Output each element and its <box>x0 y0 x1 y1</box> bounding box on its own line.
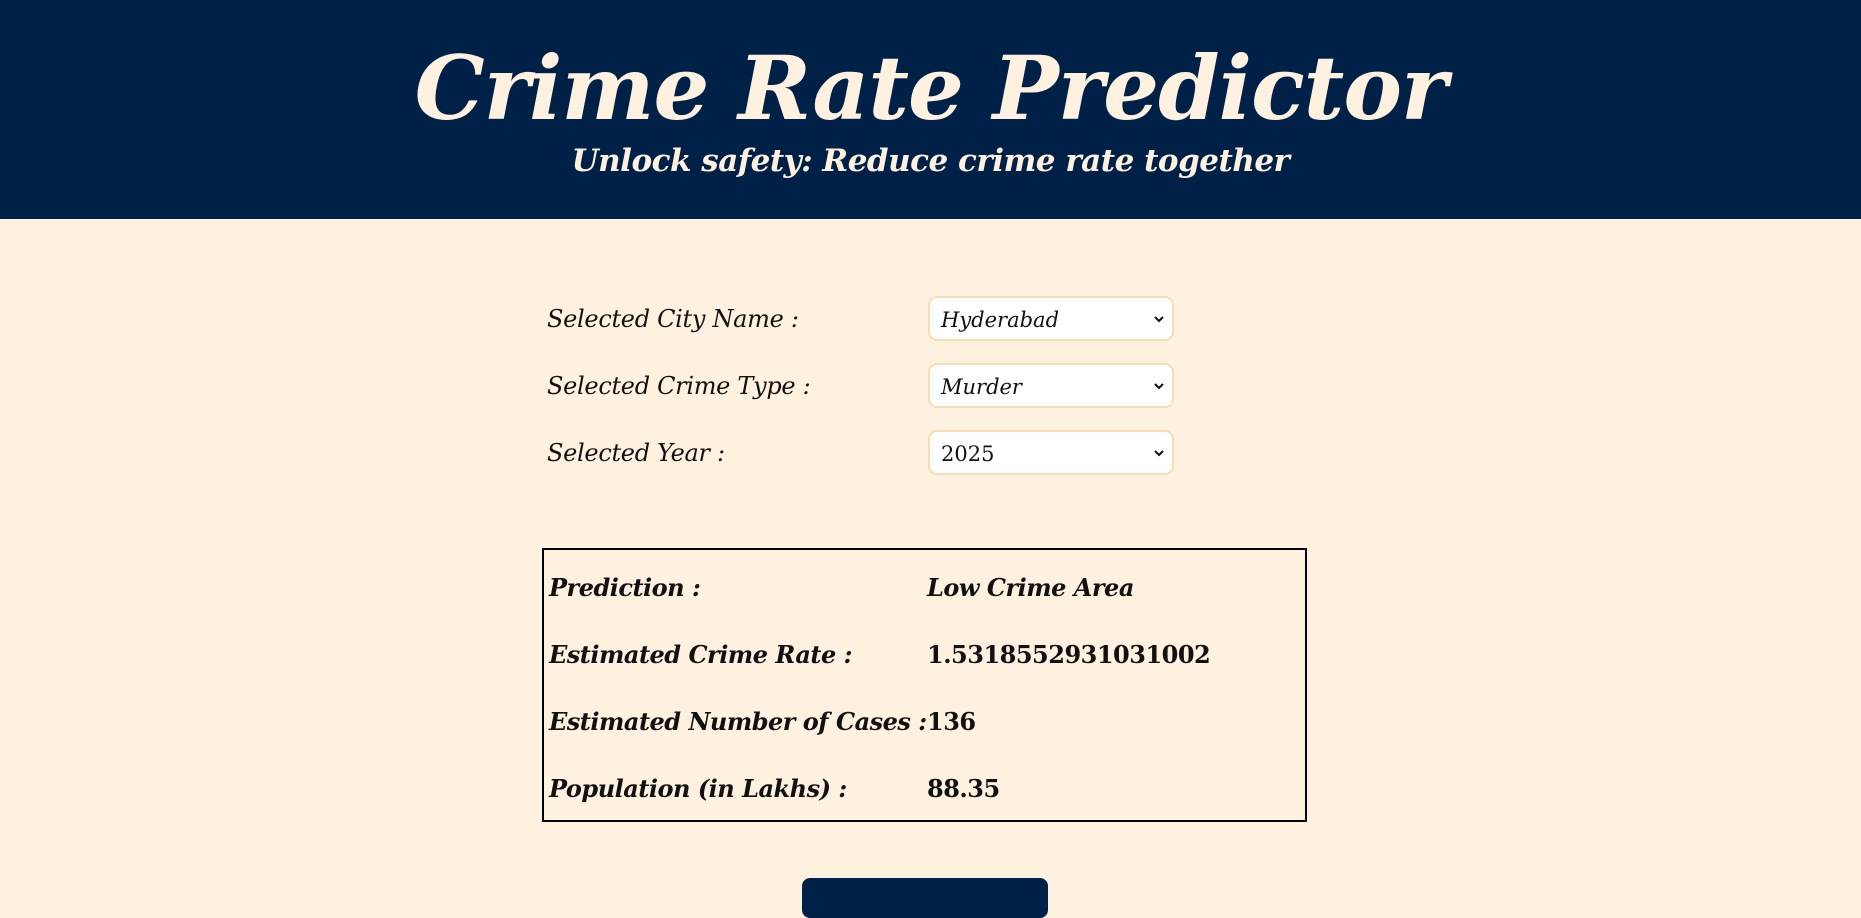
chevron-down-icon <box>1154 383 1164 390</box>
prediction-label: Prediction : <box>549 573 701 602</box>
cases-label: Estimated Number of Cases : <box>549 707 927 736</box>
year-select[interactable]: 2025 <box>928 430 1174 475</box>
population-row: Population (in Lakhs) : 88.35 <box>544 771 1305 811</box>
city-select-value: Hyderabad <box>941 308 1060 332</box>
crime-rate-value: 1.5318552931031002 <box>927 640 1211 669</box>
cases-row: Estimated Number of Cases : 136 <box>544 704 1305 744</box>
page-title: Crime Rate Predictor <box>414 36 1448 140</box>
page-header: Crime Rate Predictor Unlock safety: Redu… <box>0 0 1861 219</box>
year-label: Selected Year : <box>547 439 725 467</box>
population-label: Population (in Lakhs) : <box>549 774 847 803</box>
year-row: Selected Year : 2025 <box>547 430 1177 478</box>
crime-type-label: Selected Crime Type : <box>547 372 811 400</box>
year-select-value: 2025 <box>941 442 995 466</box>
crime-rate-label: Estimated Crime Rate : <box>549 640 852 669</box>
submit-button[interactable] <box>802 878 1048 918</box>
population-value: 88.35 <box>927 774 1000 803</box>
prediction-value: Low Crime Area <box>927 573 1134 602</box>
city-row: Selected City Name : Hyderabad <box>547 296 1177 344</box>
page-subtitle: Unlock safety: Reduce crime rate togethe… <box>571 143 1290 179</box>
crime-type-row: Selected Crime Type : Murder <box>547 363 1177 411</box>
chevron-down-icon <box>1154 316 1164 323</box>
prediction-row: Prediction : Low Crime Area <box>544 570 1305 610</box>
crime-type-select[interactable]: Murder <box>928 363 1174 408</box>
city-label: Selected City Name : <box>547 305 799 333</box>
results-panel: Prediction : Low Crime Area Estimated Cr… <box>542 548 1307 822</box>
chevron-down-icon <box>1154 450 1164 457</box>
city-select[interactable]: Hyderabad <box>928 296 1174 341</box>
cases-value: 136 <box>927 707 976 736</box>
crime-type-select-value: Murder <box>941 375 1022 399</box>
crime-rate-row: Estimated Crime Rate : 1.531855293103100… <box>544 637 1305 677</box>
